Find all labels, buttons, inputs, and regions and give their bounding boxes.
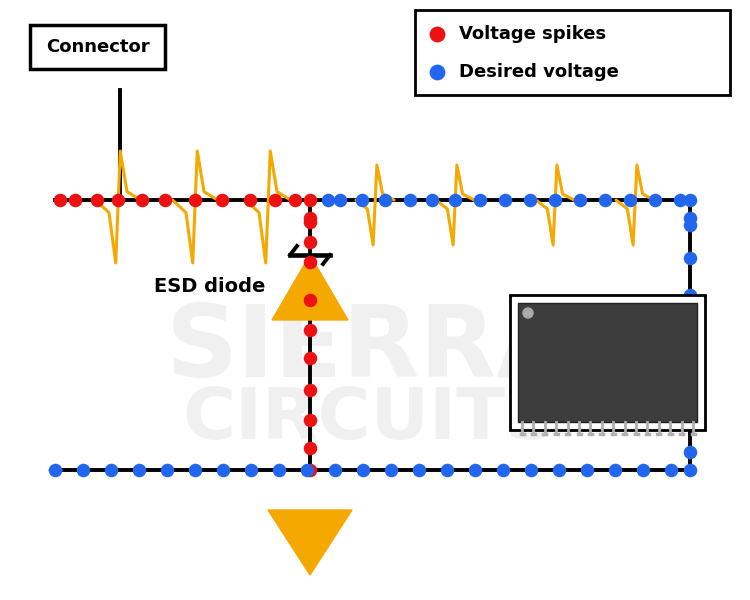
- Point: [77, 465, 89, 475]
- Circle shape: [523, 308, 533, 318]
- Point: [684, 370, 696, 380]
- Point: [273, 465, 285, 475]
- Point: [574, 195, 586, 205]
- Point: [497, 465, 509, 475]
- Point: [684, 410, 696, 420]
- Point: [404, 195, 416, 205]
- Point: [684, 447, 696, 457]
- Point: [304, 415, 316, 425]
- Point: [357, 465, 369, 475]
- Point: [49, 465, 61, 475]
- Point: [69, 195, 81, 205]
- Point: [304, 217, 316, 227]
- Point: [91, 195, 103, 205]
- Point: [322, 195, 334, 205]
- Polygon shape: [272, 255, 348, 320]
- Point: [499, 195, 511, 205]
- Point: [189, 465, 201, 475]
- Point: [649, 195, 661, 205]
- Point: [304, 213, 316, 223]
- Point: [329, 465, 341, 475]
- Text: CIRCUITS: CIRCUITS: [182, 385, 558, 455]
- Text: Voltage spikes: Voltage spikes: [459, 25, 606, 43]
- Point: [304, 257, 316, 267]
- Point: [245, 465, 257, 475]
- Point: [289, 195, 301, 205]
- Point: [441, 465, 453, 475]
- Point: [665, 465, 677, 475]
- Point: [449, 195, 461, 205]
- Point: [684, 465, 696, 475]
- Point: [304, 443, 316, 453]
- FancyBboxPatch shape: [518, 303, 697, 422]
- Point: [549, 195, 561, 205]
- Point: [553, 465, 565, 475]
- Point: [474, 195, 486, 205]
- Point: [379, 195, 391, 205]
- Point: [334, 195, 346, 205]
- Point: [684, 195, 696, 205]
- Point: [525, 465, 537, 475]
- Point: [684, 213, 696, 223]
- Point: [426, 195, 438, 205]
- Point: [609, 465, 621, 475]
- Point: [469, 465, 481, 475]
- Point: [304, 465, 316, 475]
- Point: [413, 465, 425, 475]
- FancyBboxPatch shape: [510, 295, 705, 430]
- Point: [301, 465, 313, 475]
- Point: [244, 195, 256, 205]
- Point: [216, 195, 228, 205]
- Point: [217, 465, 229, 475]
- Point: [431, 29, 443, 39]
- FancyBboxPatch shape: [30, 25, 165, 69]
- Point: [684, 290, 696, 300]
- FancyBboxPatch shape: [415, 10, 730, 95]
- Point: [524, 195, 536, 205]
- Point: [599, 195, 611, 205]
- Point: [112, 195, 124, 205]
- Text: Connector: Connector: [46, 38, 149, 56]
- Point: [161, 465, 173, 475]
- Point: [189, 195, 201, 205]
- Point: [304, 325, 316, 335]
- Point: [136, 195, 148, 205]
- Text: ESD diode: ESD diode: [154, 277, 266, 296]
- Point: [304, 353, 316, 363]
- Point: [684, 330, 696, 340]
- Text: SIERRA: SIERRA: [166, 301, 574, 398]
- Point: [385, 465, 397, 475]
- Point: [133, 465, 145, 475]
- Point: [304, 195, 316, 205]
- Point: [105, 465, 117, 475]
- Point: [159, 195, 171, 205]
- Point: [637, 465, 649, 475]
- Polygon shape: [268, 510, 352, 575]
- Point: [54, 195, 66, 205]
- Point: [624, 195, 636, 205]
- Point: [431, 67, 443, 77]
- Point: [304, 385, 316, 395]
- Point: [304, 237, 316, 247]
- Text: Desired voltage: Desired voltage: [459, 63, 619, 81]
- Point: [269, 195, 281, 205]
- Point: [684, 253, 696, 263]
- Point: [304, 295, 316, 305]
- Point: [356, 195, 368, 205]
- Point: [684, 220, 696, 230]
- Point: [674, 195, 686, 205]
- Point: [581, 465, 593, 475]
